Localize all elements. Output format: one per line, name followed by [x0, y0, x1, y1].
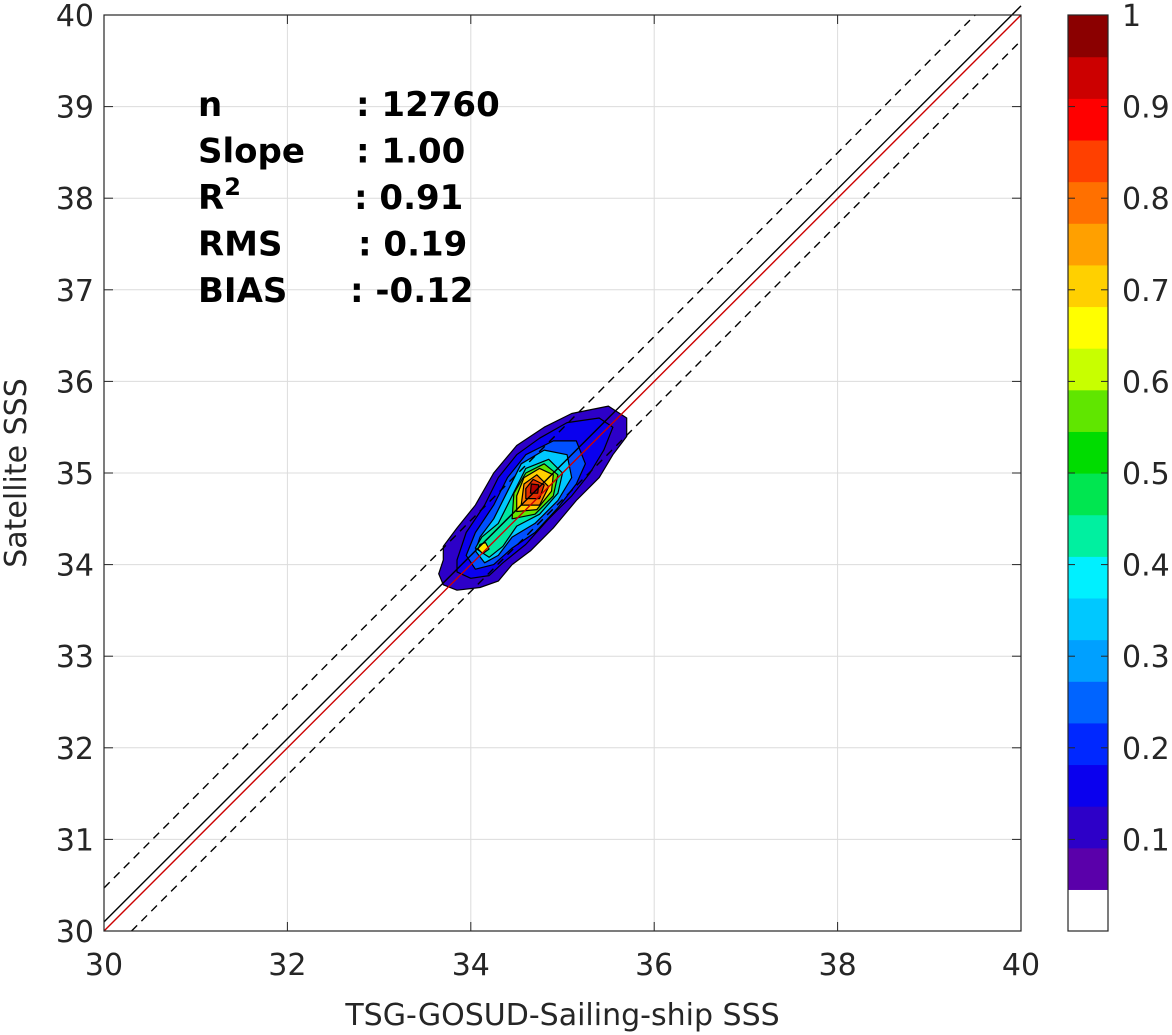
stat-label: Slope [198, 132, 305, 172]
regression-line [103, 14, 1022, 932]
stat-value: : 1.00 [356, 132, 465, 172]
colorbar-swatch [1068, 181, 1108, 224]
colorbar-swatch [1068, 223, 1108, 266]
x-tick-label: 38 [819, 948, 857, 983]
colorbar-tick-label: 0.5 [1122, 457, 1170, 492]
colorbar-tick-label: 0.4 [1122, 549, 1170, 584]
stat-value: : -0.12 [350, 271, 473, 311]
colorbar-swatch [1068, 556, 1108, 599]
colorbar-swatch [1068, 139, 1108, 183]
colorbar-tick-label: 0.8 [1122, 182, 1170, 217]
x-tick-label: 36 [635, 948, 673, 983]
upper-line [103, 14, 976, 889]
colorbar-swatch [1068, 473, 1108, 516]
stat-label: RMS [198, 225, 283, 265]
colorbar-tick-label: 0.1 [1122, 823, 1170, 858]
colorbar-swatch [1068, 681, 1108, 724]
y-tick-label: 31 [56, 823, 94, 858]
y-tick-label: 38 [56, 182, 94, 217]
colorbar-swatch [1068, 764, 1108, 807]
stat-value: : 0.19 [358, 225, 467, 265]
identity-line [103, 5, 1022, 923]
colorbar-swatch [1068, 264, 1108, 308]
y-tick-label: 34 [56, 549, 94, 584]
stat-value: : 0.91 [354, 178, 463, 218]
y-tick-label: 39 [56, 91, 94, 126]
y-tick-label: 37 [56, 274, 94, 309]
colorbar-tick-label: 0.6 [1122, 365, 1170, 400]
x-tick-label: 34 [452, 948, 490, 983]
x-tick-label: 30 [85, 948, 123, 983]
colorbar-swatch [1068, 431, 1108, 474]
density-contour-0.95 [529, 483, 540, 494]
y-tick-label: 35 [56, 457, 94, 492]
colorbar-swatch [1068, 889, 1108, 932]
colorbar-tick-label: 0.2 [1122, 732, 1170, 767]
stat-label: n [198, 85, 222, 125]
colorbar-swatch [1068, 639, 1108, 682]
colorbar-swatch [1068, 806, 1108, 849]
y-tick-label: 40 [56, 0, 94, 34]
colorbar: 0.1 0.2 0.3 0.4 0.5 0.6 0.7 0.8 0.9 1 [1067, 0, 1170, 932]
stat-superscript: 2 [224, 173, 241, 201]
colorbar-swatch [1068, 98, 1108, 141]
x-axis-label: TSG-GOSUD-Sailing-ship SSS [344, 998, 779, 1033]
x-axis-ticks: 30 32 34 36 38 40 [85, 15, 1040, 983]
colorbar-swatch [1068, 722, 1108, 766]
colorbar-tick-label: 1 [1122, 0, 1141, 34]
colorbar-tick-label: 0.9 [1122, 91, 1170, 126]
stat-label: BIAS [198, 271, 287, 311]
colorbar-swatch [1068, 306, 1108, 349]
reference-lines [103, 5, 1022, 932]
colorbar-swatch [1068, 389, 1108, 432]
y-axis-label: Satellite SSS [0, 378, 34, 568]
colorbar-swatch [1068, 56, 1108, 99]
x-tick-label: 32 [268, 948, 306, 983]
y-tick-label: 32 [56, 732, 94, 767]
y-tick-label: 30 [56, 915, 94, 950]
colorbar-swatch [1068, 597, 1108, 641]
y-axis-ticks: 30 31 32 33 34 35 36 37 38 39 40 [56, 0, 1021, 950]
y-tick-label: 33 [56, 640, 94, 675]
x-tick-label: 40 [1002, 948, 1040, 983]
colorbar-tick-label: 0.3 [1122, 640, 1170, 675]
colorbar-swatch [1068, 514, 1108, 557]
colorbar-swatch [1068, 348, 1108, 391]
colorbar-swatch [1068, 15, 1108, 58]
y-tick-label: 36 [56, 365, 94, 400]
colorbar-tick-label: 0.7 [1122, 274, 1170, 309]
stat-value: : 12760 [356, 85, 500, 125]
colorbar-swatch [1068, 847, 1108, 890]
